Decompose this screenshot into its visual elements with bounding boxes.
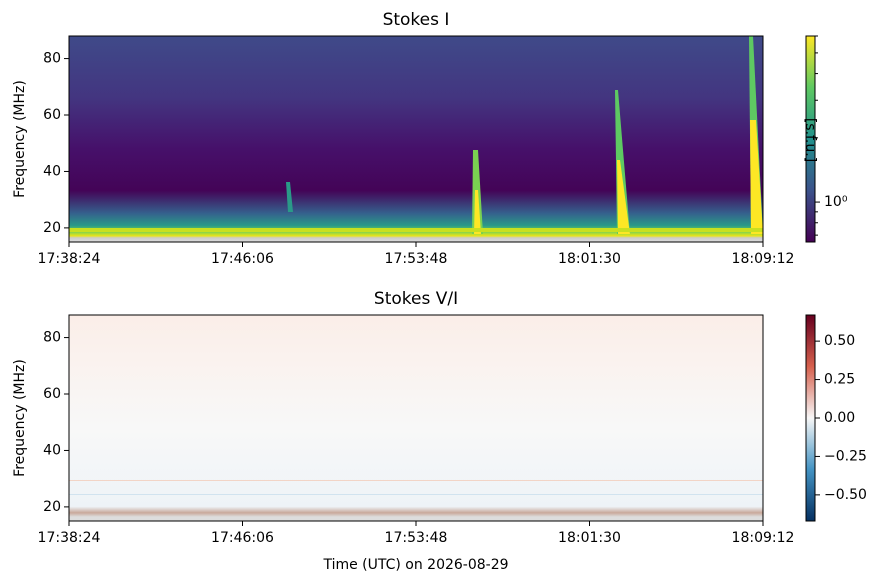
x-tick-label: 17:38:24 [38, 530, 101, 546]
x-tick-label: 17:46:06 [211, 251, 274, 267]
colorbar [805, 35, 816, 243]
y-axis-label: Frequency (MHz) [12, 80, 28, 198]
y-tick-label: 60 [43, 107, 61, 123]
colorbar [805, 314, 816, 522]
x-axis-label: Time (UTC) on 2026-08-29 [322, 557, 508, 573]
y-tick-label: 80 [43, 51, 61, 67]
colorbar-tick-label: 10⁰ [824, 194, 848, 210]
colorbar-tick-label: −0.50 [824, 487, 867, 503]
x-tick-label: 17:38:24 [38, 251, 101, 267]
colorbar-tick-label: −0.25 [824, 448, 867, 464]
y-tick-label: 20 [43, 220, 61, 236]
x-tick-label: 18:09:12 [732, 251, 795, 267]
x-tick-label: 17:53:48 [385, 530, 448, 546]
chart-title: Stokes V/I [374, 289, 458, 309]
spectrogram-image [69, 36, 763, 242]
chart-title: Stokes I [383, 10, 450, 30]
x-tick-label: 18:01:30 [558, 530, 621, 546]
y-tick-label: 40 [43, 442, 61, 458]
x-tick-label: 17:46:06 [211, 530, 274, 546]
y-tick-label: 60 [43, 386, 61, 402]
y-tick-label: 20 [43, 499, 61, 515]
colorbar-tick-label: 0.00 [824, 410, 855, 426]
y-axis-label: Frequency (MHz) [12, 359, 28, 477]
x-tick-label: 18:09:12 [732, 530, 795, 546]
colorbar-tick-label: 0.25 [824, 372, 855, 388]
x-tick-label: 18:01:30 [558, 251, 621, 267]
stokes-vi-image [69, 315, 763, 521]
colorbar-label: [s.f.u.] [802, 118, 818, 162]
x-tick-label: 17:53:48 [385, 251, 448, 267]
colorbar-tick-label: 0.50 [824, 333, 855, 349]
y-tick-label: 80 [43, 330, 61, 346]
y-tick-label: 40 [43, 163, 61, 179]
